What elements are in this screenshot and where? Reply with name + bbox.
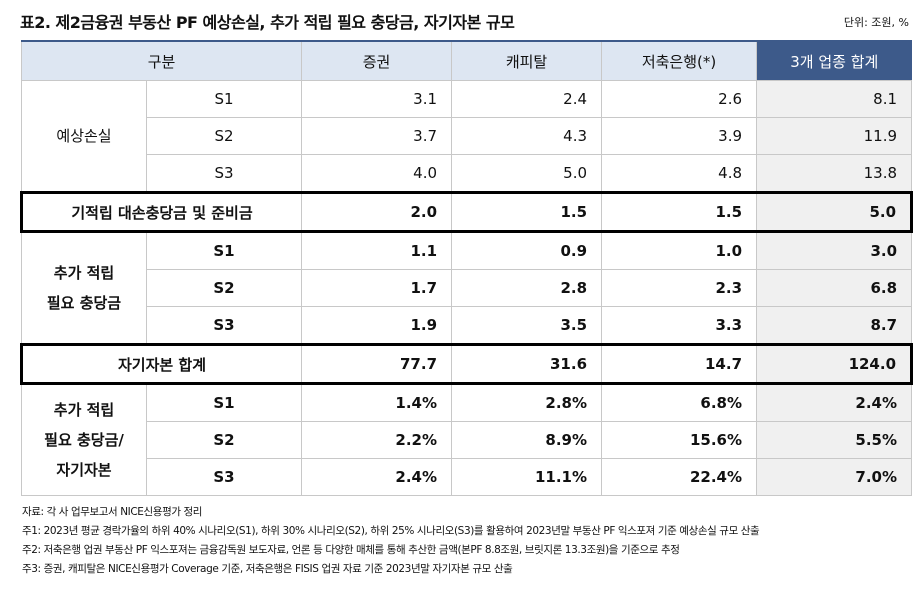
row-label: S1 xyxy=(145,383,303,422)
value-cell: 3.0 xyxy=(756,231,913,270)
value-cell: 11.9 xyxy=(756,117,913,155)
value-cell: 14.7 xyxy=(601,343,758,385)
value-cell: 4.3 xyxy=(451,117,603,155)
note: 주1: 2023년 평균 경락가율의 하위 40% 시나리오(S1), 하위 3… xyxy=(22,525,760,537)
value-cell: 4.0 xyxy=(301,154,453,193)
value-cell: 3.9 xyxy=(601,117,758,155)
group-label-line: 필요 충당금/ xyxy=(44,431,124,449)
value-cell: 2.0 xyxy=(301,191,453,233)
note: 자료: 각 사 업무보고서 NICE신용평가 정리 xyxy=(22,506,203,518)
header-row: 구분 증권 캐피탈 저축은행(*) 3개 업종 합계 xyxy=(20,40,912,81)
group-label: 예상손실 xyxy=(21,80,147,193)
value-cell: 5.5% xyxy=(756,421,913,459)
table-row: 추가 적립 필요 충당금/자기자본 S1 1.4% 2.8% 6.8% 2.4% xyxy=(21,383,913,496)
group-label-line: 예상손실 xyxy=(56,127,112,145)
header-cell: 저축은행(*) xyxy=(601,40,757,81)
value-cell: 13.8 xyxy=(756,154,913,193)
row-label: S2 xyxy=(145,421,303,459)
value-cell: 11.1% xyxy=(451,458,603,496)
value-cell: 5.0 xyxy=(756,191,914,233)
table-body: 예상손실 S1 3.1 2.4 2.6 8.1 S2 3.7 4.3 3.9 11.9 S3 4.0 5.… xyxy=(19,80,914,496)
value-cell: 1.7 xyxy=(301,269,453,307)
value-cell: 6.8% xyxy=(601,383,758,422)
header-cell: 증권 xyxy=(301,40,452,81)
value-cell: 2.6 xyxy=(601,80,758,118)
value-cell: 2.2% xyxy=(301,421,453,459)
value-cell: 124.0 xyxy=(756,343,914,385)
row-label: S1 xyxy=(145,80,303,118)
value-cell: 1.9 xyxy=(301,306,453,345)
value-cell: 2.4% xyxy=(301,458,453,496)
title: 표2. 제2금융권 부동산 PF 예상손실, 추가 적립 필요 충당금, 자기자… xyxy=(20,13,515,32)
value-cell: 8.1 xyxy=(756,80,913,118)
value-cell: 3.5 xyxy=(451,306,603,345)
value-cell: 0.9 xyxy=(451,231,603,270)
table-row: 자기자본 합계 77.7 31.6 14.7 124.0 xyxy=(19,343,914,385)
row-label: S1 xyxy=(145,231,303,270)
group-label-line: 필요 충당금 xyxy=(46,294,122,312)
note: 주2: 저축은행 업권 부동산 PF 익스포져는 금융감독원 보도자료, 언론 … xyxy=(22,544,680,556)
value-cell: 1.1 xyxy=(301,231,453,270)
row-label: 자기자본 합계 xyxy=(19,343,303,385)
header-cell: 3개 업종 합계 xyxy=(756,40,912,81)
value-cell: 3.3 xyxy=(601,306,758,345)
value-cell: 7.0% xyxy=(756,458,913,496)
value-cell: 1.5 xyxy=(601,191,758,233)
value-cell: 6.8 xyxy=(756,269,913,307)
value-cell: 8.9% xyxy=(451,421,603,459)
value-cell: 22.4% xyxy=(601,458,758,496)
row-label: S3 xyxy=(145,154,303,193)
table-row: S2 1.7 2.8 2.3 6.8 xyxy=(22,269,913,307)
value-cell: 3.7 xyxy=(301,117,453,155)
value-cell: 5.0 xyxy=(451,154,603,193)
row-label: S3 xyxy=(145,458,303,496)
row-label: S3 xyxy=(145,306,303,345)
group-label-line: 자기자본 xyxy=(56,461,112,479)
row-label: S2 xyxy=(145,269,303,307)
unit: 단위: 조원, % xyxy=(843,16,909,29)
group-label-line: 추가 적립 xyxy=(53,401,115,419)
table-row: 기적립 대손충당금 및 준비금 2.0 1.5 1.5 5.0 xyxy=(19,191,914,233)
row-label: S2 xyxy=(145,117,303,155)
value-cell: 2.8% xyxy=(451,383,603,422)
value-cell: 1.4% xyxy=(301,383,453,422)
value-cell: 1.5 xyxy=(451,191,603,233)
table-row: S3 4.0 5.0 4.8 13.8 xyxy=(22,154,913,193)
table-row: 추가 적립 필요 충당금 S1 1.1 0.9 1.0 3.0 xyxy=(21,231,913,345)
table-row: S3 1.9 3.5 3.3 8.7 xyxy=(22,306,913,345)
value-cell: 2.8 xyxy=(451,269,603,307)
table-row: S2 3.7 4.3 3.9 11.9 xyxy=(22,117,913,155)
table-row: S2 2.2% 8.9% 15.6% 5.5% xyxy=(22,421,913,459)
note: 주3: 증권, 캐피탈은 NICE신용평가 Coverage 기준, 저축은행은… xyxy=(22,563,513,575)
row-label: 기적립 대손충당금 및 준비금 xyxy=(19,191,303,233)
value-cell: 31.6 xyxy=(451,343,603,385)
table: 구분 증권 캐피탈 저축은행(*) 3개 업종 합계 예상손실 S1 3.1 2.4 2.6 8.… xyxy=(19,40,914,496)
value-cell: 8.7 xyxy=(756,306,913,345)
value-cell: 15.6% xyxy=(601,421,758,459)
header-cell: 구분 xyxy=(20,40,302,81)
group-label-line: 추가 적립 xyxy=(53,264,115,282)
value-cell: 4.8 xyxy=(601,154,758,193)
value-cell: 77.7 xyxy=(301,343,453,385)
value-cell: 2.3 xyxy=(601,269,758,307)
value-cell: 1.0 xyxy=(601,231,758,270)
value-cell: 2.4% xyxy=(756,383,913,422)
table-row: S3 2.4% 11.1% 22.4% 7.0% xyxy=(22,458,913,496)
value-cell: 2.4 xyxy=(451,80,603,118)
table-row: 예상손실 S1 3.1 2.4 2.6 8.1 xyxy=(21,80,913,193)
header-cell: 캐피탈 xyxy=(451,40,602,81)
value-cell: 3.1 xyxy=(301,80,453,118)
